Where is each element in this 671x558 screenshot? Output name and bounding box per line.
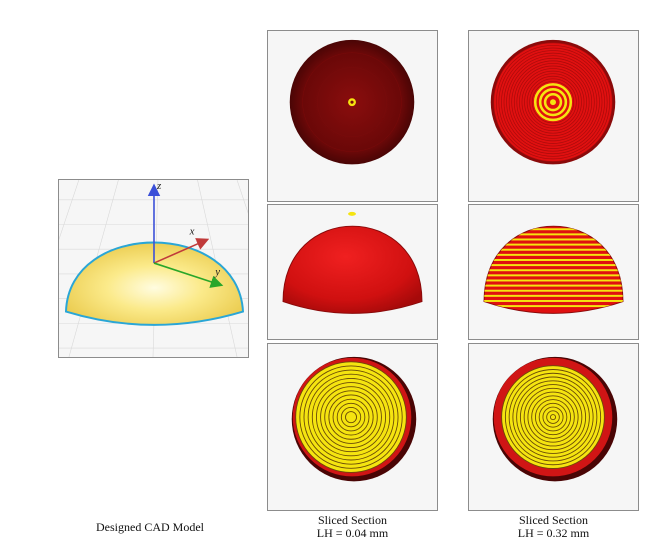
coarse-side-view	[483, 225, 624, 314]
coarse-bottom-rings	[501, 365, 605, 469]
coarse-bottom-view	[492, 356, 618, 482]
fine-bottom-view-panel	[267, 343, 438, 511]
fine-bottom-rings	[295, 361, 407, 473]
coarse-caption-line2: LH = 0.32 mm	[517, 526, 590, 540]
dome-shape	[64, 241, 245, 326]
cad-model-panel: z x y	[58, 179, 249, 358]
fine-top-view	[289, 39, 415, 165]
fine-caption: Sliced Section LH = 0.04 mm	[267, 514, 438, 540]
fine-side-view	[282, 211, 423, 314]
fine-side-view-panel	[267, 204, 438, 340]
coarse-caption: Sliced Section LH = 0.32 mm	[468, 514, 639, 540]
z-axis-label: z	[156, 180, 162, 192]
cad-model-view: z x y	[59, 180, 248, 357]
cad-model-caption: Designed CAD Model	[70, 521, 230, 534]
coarse-side-view-panel	[468, 204, 639, 340]
x-axis-arrow	[153, 238, 210, 264]
coarse-top-rings	[493, 42, 613, 162]
coarse-side-bands	[484, 228, 623, 308]
x-axis-label: x	[189, 225, 195, 237]
coarse-top-view-panel	[468, 30, 639, 202]
fine-top-view-panel	[267, 30, 438, 202]
y-axis-arrow	[153, 262, 224, 288]
y-axis-label: y	[214, 266, 220, 278]
coarse-top-view	[490, 39, 616, 165]
fine-caption-line1: Sliced Section	[318, 513, 387, 527]
fine-bottom-view	[291, 356, 417, 482]
coarse-caption-line1: Sliced Section	[519, 513, 588, 527]
fine-caption-line2: LH = 0.04 mm	[316, 526, 389, 540]
cad-model-caption-text: Designed CAD Model	[96, 520, 204, 534]
coarse-bottom-view-panel	[468, 343, 639, 511]
